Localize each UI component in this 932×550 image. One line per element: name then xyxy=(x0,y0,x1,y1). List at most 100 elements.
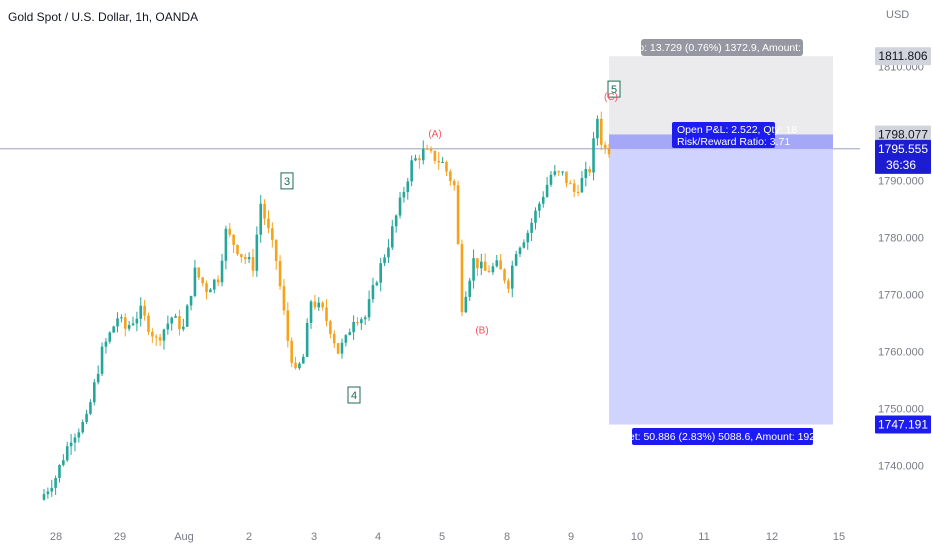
candle xyxy=(402,186,406,203)
candle-body xyxy=(557,171,561,173)
candle-body xyxy=(476,258,479,269)
candle xyxy=(127,321,131,332)
candle xyxy=(182,318,185,332)
candle-body xyxy=(251,257,255,271)
candle-body xyxy=(182,326,185,330)
candle-body xyxy=(294,362,297,369)
candle xyxy=(278,255,282,290)
candle xyxy=(580,170,584,194)
candle xyxy=(603,141,607,154)
candle xyxy=(247,252,251,264)
candle-body xyxy=(538,203,541,211)
stop-label: Stop: 13.729 (0.76%) 1372.9, Amount: 750 xyxy=(622,42,821,54)
candle-body xyxy=(174,316,177,318)
candle-body xyxy=(569,183,572,185)
stop-price-tag-bg xyxy=(875,47,931,66)
candle-body xyxy=(572,183,576,192)
candle-body xyxy=(429,149,433,151)
candle-body xyxy=(526,232,530,243)
candle xyxy=(487,265,491,273)
candle-body xyxy=(588,168,591,173)
candle xyxy=(294,356,297,370)
candle-body xyxy=(530,222,533,233)
wave-label: 4 xyxy=(351,390,357,402)
candle-body xyxy=(449,171,452,181)
candle xyxy=(174,313,177,318)
candle xyxy=(232,234,235,253)
candle-body xyxy=(499,260,502,270)
price-axis[interactable]: 1740.000 1750.000 1760.000 1770.000 1780.000… xyxy=(875,47,931,473)
candle xyxy=(317,297,321,311)
candle-body xyxy=(344,335,348,343)
candle-body xyxy=(406,181,410,193)
candle xyxy=(398,191,402,219)
candle-body xyxy=(603,144,607,149)
candle xyxy=(456,180,460,245)
candle-body xyxy=(309,301,313,323)
candle xyxy=(449,169,452,186)
candle xyxy=(348,328,352,336)
candle xyxy=(162,328,166,350)
candle-body xyxy=(321,302,324,308)
candle xyxy=(596,115,599,146)
candle-body xyxy=(456,185,460,245)
candle xyxy=(54,475,57,496)
candle-body xyxy=(212,279,216,290)
time-tick-label: 9 xyxy=(568,531,574,543)
candle xyxy=(251,248,255,277)
candle xyxy=(263,199,266,226)
candle xyxy=(480,253,483,276)
candle-body xyxy=(348,332,352,336)
candle-body xyxy=(112,326,115,333)
candle-body xyxy=(445,161,448,172)
candle xyxy=(139,297,143,327)
stop-price-tag: 1811.806 xyxy=(878,49,927,63)
candle-body xyxy=(267,218,270,229)
candle-body xyxy=(290,340,293,363)
candle xyxy=(112,325,115,333)
candle xyxy=(329,319,332,339)
candle xyxy=(309,299,313,329)
open-pnl-label: Open P&L: 2.522, Qty: 18 xyxy=(677,124,797,136)
candle-body xyxy=(147,315,150,332)
candle-body xyxy=(545,184,549,197)
candle-body xyxy=(209,289,212,293)
candle-body xyxy=(317,302,321,308)
candle-body xyxy=(232,234,235,245)
candle-body xyxy=(301,356,305,364)
candle-body xyxy=(607,148,611,155)
candle-body xyxy=(383,257,386,264)
candle xyxy=(371,277,375,303)
candle-body xyxy=(81,422,84,433)
candle-body xyxy=(441,161,444,163)
candle-body xyxy=(259,203,263,235)
candle xyxy=(271,222,274,248)
candle-body xyxy=(371,285,375,300)
target-price-tag-bg xyxy=(875,415,931,434)
position-zones xyxy=(609,56,833,425)
candle-body xyxy=(503,269,506,281)
candle-body xyxy=(278,261,282,287)
candle-body xyxy=(363,317,367,320)
candle xyxy=(65,441,69,462)
candle xyxy=(332,330,336,348)
candle xyxy=(290,337,293,368)
candle-body xyxy=(73,437,77,443)
candle xyxy=(228,222,232,238)
time-axis[interactable]: 28 29 Aug 2 3 4 5 8 9 10 11 12 15 xyxy=(50,531,845,543)
entry-price-tag: 1798.077 xyxy=(878,127,928,141)
price-tick-label: 1760.000 xyxy=(878,347,924,359)
candle xyxy=(483,253,487,271)
candle-body xyxy=(460,244,464,313)
candle-body xyxy=(356,321,359,324)
candle xyxy=(425,144,429,151)
candle xyxy=(437,152,441,170)
price-tick-label: 1770.000 xyxy=(878,290,924,302)
candle xyxy=(607,143,611,158)
candle-body xyxy=(340,342,344,354)
candle xyxy=(379,257,382,292)
candle xyxy=(565,171,568,188)
candle xyxy=(514,250,518,267)
candle xyxy=(387,239,390,264)
